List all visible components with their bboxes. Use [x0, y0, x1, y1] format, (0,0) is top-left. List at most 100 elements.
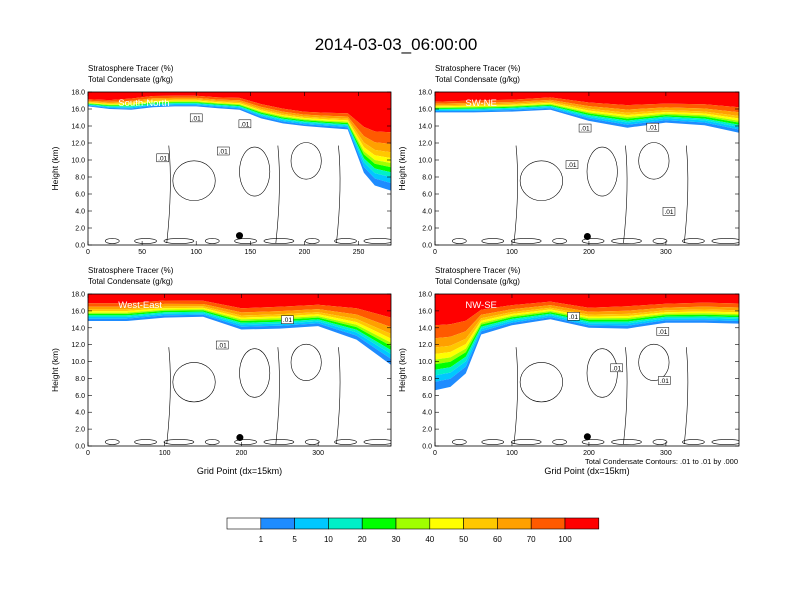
y-axis-label: Height (km) — [50, 348, 60, 392]
contour-label-box — [610, 363, 623, 373]
colorbar-label: 20 — [358, 535, 367, 544]
condensate-contour — [290, 343, 322, 381]
x-tick-label: 0 — [86, 450, 90, 457]
contour-label: .01 — [664, 209, 673, 216]
y-tick-label: 10.0 — [71, 158, 85, 165]
contour-label: .01 — [648, 125, 657, 132]
condensate-contour — [510, 238, 542, 244]
condensate-contour — [652, 238, 668, 244]
condensate-contour — [611, 238, 642, 244]
contour-footnote: Total Condensate Contours: .01 to .01 by… — [585, 457, 738, 466]
y-axis-label: Height (km) — [397, 348, 407, 392]
condensate-contour — [263, 238, 295, 244]
condensate-contour — [519, 362, 563, 403]
plot-frame — [434, 91, 740, 246]
contour-label: .01 — [192, 115, 201, 122]
condensate-contour — [510, 439, 542, 445]
y-tick-label: 18.0 — [71, 292, 85, 299]
x-tick-label: 200 — [583, 249, 595, 256]
x-tick-label: 100 — [190, 249, 202, 256]
condensate-contour — [163, 439, 195, 445]
condensate-contour — [652, 439, 668, 445]
x-tick-label: 100 — [506, 249, 518, 256]
y-tick-label: 8.0 — [422, 376, 432, 383]
y-tick-label: 4.0 — [422, 410, 432, 417]
colorbar-label: 40 — [425, 535, 434, 544]
y-tick-label: 8.0 — [422, 175, 432, 182]
y-tick-label: 12.0 — [71, 141, 85, 148]
condensate-contour — [581, 238, 605, 244]
condensate-contour — [682, 439, 705, 445]
condensate-contour — [304, 439, 320, 445]
y-tick-label: 10.0 — [418, 359, 432, 366]
condensate-contour — [263, 439, 295, 445]
condensate-contour — [204, 439, 220, 445]
panel-sw-ne: .01 .01 .01 .01 SW-NE 0.0 2.0 4.0 6.0 8.0 10.0 12.0… — [397, 64, 740, 256]
cross-section-label: South-North — [118, 98, 169, 109]
tracer-band — [435, 99, 739, 116]
condensate-contour — [452, 238, 467, 244]
condensate-contour — [682, 238, 705, 244]
contour-label-box — [658, 376, 671, 385]
panel-title-condensate: Total Condensate (g/kg) — [435, 75, 520, 84]
contour-label: .01 — [660, 378, 669, 385]
condensate-contour — [623, 347, 628, 445]
y-tick-label: 10.0 — [418, 158, 432, 165]
condensate-contour — [552, 238, 567, 244]
contour-label: .01 — [569, 314, 578, 321]
condensate-contour — [234, 439, 257, 445]
tracer-band — [435, 92, 739, 108]
contour-label: .01 — [158, 155, 167, 162]
contour-label-box — [567, 312, 580, 321]
condensate-contour — [290, 142, 322, 180]
condensate-contour — [104, 439, 120, 445]
x-tick-label: 300 — [312, 450, 324, 457]
condensate-contour — [172, 362, 216, 403]
y-tick-label: 14.0 — [71, 124, 85, 131]
y-tick-label: 14.0 — [71, 325, 85, 332]
condensate-contour — [638, 142, 670, 180]
plot-frame — [87, 91, 392, 246]
condensate-contour — [275, 145, 280, 244]
condensate-contour — [552, 439, 567, 445]
y-tick-label: 8.0 — [75, 175, 85, 182]
y-tick-label: 6.0 — [422, 393, 432, 400]
condensate-contour — [134, 238, 157, 244]
x-axis-label: Grid Point (dx=15km) — [197, 466, 282, 476]
tracer-band — [435, 97, 739, 113]
y-tick-label: 18.0 — [418, 90, 432, 97]
y-tick-label: 6.0 — [75, 393, 85, 400]
x-tick-label: 250 — [353, 249, 365, 256]
y-tick-label: 16.0 — [418, 308, 432, 315]
colorbar-label: 70 — [527, 535, 536, 544]
contour-label-box — [565, 160, 579, 169]
y-tick-label: 12.0 — [418, 141, 432, 148]
colorbar-swatch — [530, 517, 566, 530]
y-tick-label: 16.0 — [418, 107, 432, 114]
contour-label-box — [662, 207, 676, 216]
condensate-contour — [683, 347, 689, 445]
condensate-contour — [513, 145, 518, 244]
panels: .01 .01 .01 .01 South-North 0.0 2.0 4.0 6.0 8.0 10… — [50, 64, 740, 476]
contour-label-box — [217, 146, 230, 156]
colorbar-swatch — [395, 517, 431, 530]
y-tick-label: 0.0 — [422, 444, 432, 451]
condensate-contour — [234, 238, 257, 244]
contour-label-box — [215, 340, 229, 350]
tracer-band — [88, 294, 391, 318]
cross-section-label: SW-NE — [465, 98, 497, 109]
y-axis-label: Height (km) — [397, 146, 407, 190]
tracer-band — [88, 303, 391, 334]
y-tick-label: 14.0 — [418, 325, 432, 332]
x-axis-label: Grid Point (dx=15km) — [544, 466, 629, 476]
location-marker — [236, 232, 243, 240]
condensate-contour — [336, 145, 341, 244]
contour-label-box — [238, 119, 252, 129]
y-tick-label: 2.0 — [422, 226, 432, 233]
tracer-band — [435, 101, 739, 119]
condensate-contour — [683, 145, 689, 244]
condensate-contour — [481, 439, 505, 445]
contour-label-box — [646, 122, 660, 132]
y-tick-label: 4.0 — [75, 209, 85, 216]
